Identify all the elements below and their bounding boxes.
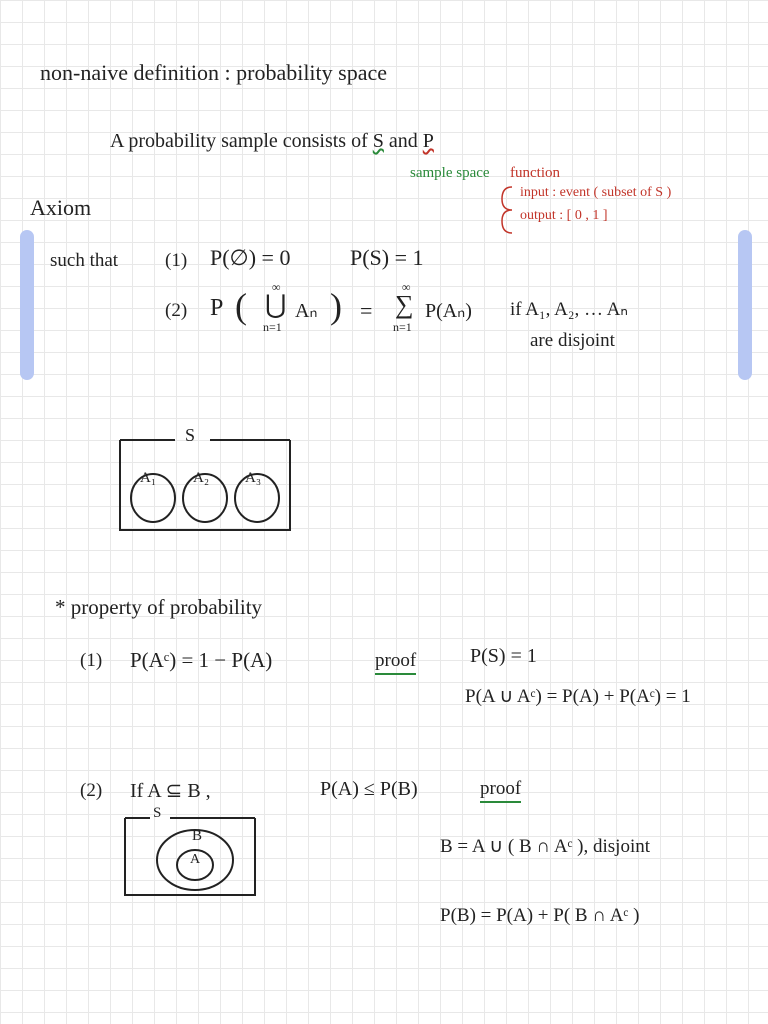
prop1-num: (1)	[80, 650, 102, 672]
def-S: S	[373, 130, 384, 152]
axiom2-sum-bot: n=1	[393, 320, 412, 335]
axiom1-eq2: P(S) = 1	[350, 245, 424, 271]
axiom2-union-body: Aₙ	[295, 298, 317, 323]
prop2-line1: B = A ∪ ( B ∩ Aᶜ ), disjoint	[440, 835, 650, 858]
prop1-proof: proof	[375, 650, 416, 675]
axiom2-union: ⋃	[265, 290, 286, 320]
axiom2-num: (2)	[165, 300, 187, 322]
prop2-proof: proof	[480, 778, 521, 803]
diagram2-B: B	[192, 828, 202, 845]
axiom2-lparen: (	[235, 285, 247, 327]
title-line: non-naive definition : probability space	[40, 60, 387, 86]
axiom2-rparen: )	[330, 285, 342, 327]
annot-output: output : [ 0 , 1 ]	[520, 208, 608, 224]
diagram1-A3: A₃	[245, 470, 261, 487]
prop1-line1: P(S) = 1	[470, 645, 537, 668]
axiom1-num: (1)	[165, 250, 187, 272]
def-and: and	[389, 130, 423, 152]
def-prefix: A probability sample consists of	[110, 130, 373, 152]
prop2-line2: P(B) = P(A) + P( B ∩ Aᶜ )	[440, 905, 639, 927]
prop1-eq: P(Aᶜ) = 1 − P(A)	[130, 648, 272, 673]
def-P: P	[423, 130, 434, 152]
annot-input: input : event ( subset of S )	[520, 185, 671, 201]
highlight-left	[20, 230, 34, 380]
axiom-header: Axiom	[30, 195, 91, 221]
prop1-proof-label: proof	[375, 650, 416, 675]
axiom2-cond: if A₁, A₂, … Aₙ	[510, 298, 628, 321]
diagram1-A2: A₂	[193, 470, 209, 487]
diagram2-S: S	[153, 805, 161, 822]
diagram1-S: S	[185, 425, 195, 446]
prop2-proof-label: proof	[480, 778, 521, 803]
annot-bracket	[500, 185, 520, 235]
axiom2-sum: ∑	[395, 290, 414, 320]
diagram1-A1: A₁	[140, 470, 156, 487]
axiom2-union-bot: n=1	[263, 320, 282, 335]
such-that: such that	[50, 250, 118, 272]
prop2-num: (2)	[80, 780, 102, 802]
axiom2-eq: =	[360, 298, 372, 324]
prop2-hyp: If A ⊆ B ,	[130, 778, 211, 803]
properties-header: * property of probability	[55, 595, 262, 620]
prop1-line2: P(A ∪ Aᶜ) = P(A) + P(Aᶜ) = 1	[465, 685, 691, 708]
axiom2-sum-body: P(Aₙ)	[425, 298, 472, 323]
highlight-right	[738, 230, 752, 380]
annot-sample-space: sample space	[410, 165, 490, 182]
annot-function: function	[510, 165, 560, 182]
definition-line: A probability sample consists of S and P	[110, 130, 434, 153]
axiom1-eq1: P(∅) = 0	[210, 245, 290, 271]
diagram2-A: A	[190, 852, 200, 868]
axiom2-P: P	[210, 295, 223, 322]
axiom2-cond2: are disjoint	[530, 330, 615, 352]
prop2-concl: P(A) ≤ P(B)	[320, 778, 418, 801]
